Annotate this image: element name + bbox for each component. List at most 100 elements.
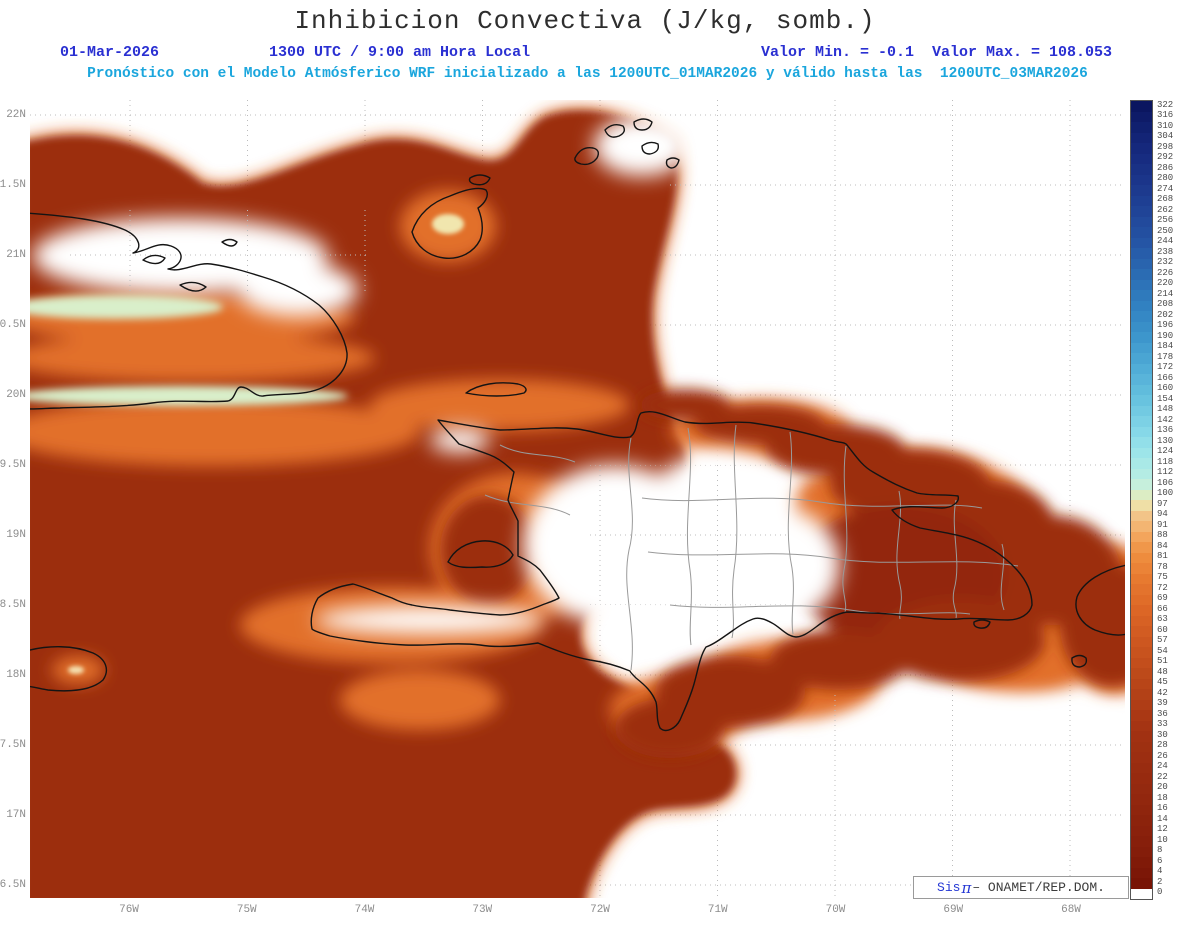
colorbar-cell xyxy=(1131,321,1152,332)
colorbar-cell xyxy=(1131,878,1152,889)
colorbar-tick-label: 124 xyxy=(1157,446,1174,457)
lat-label: 7.5N xyxy=(0,739,26,751)
latitude-axis: 22N 1.5N 21N 0.5N 20N 9.5N 19N 8.5N 18N 7.5N 17N 6.… xyxy=(0,108,26,892)
colorbar-tick-label: 91 xyxy=(1157,519,1168,530)
colorbar-cell xyxy=(1131,752,1152,763)
colorbar-cell xyxy=(1131,290,1152,301)
colorbar-cell xyxy=(1131,447,1152,458)
colorbar-cell xyxy=(1131,741,1152,752)
colorbar-cell xyxy=(1131,531,1152,542)
colorbar-cell xyxy=(1131,101,1152,112)
credit-text: – ONAMET/REP.DOM. xyxy=(972,880,1105,895)
colorbar-cell xyxy=(1131,311,1152,322)
colorbar-cell xyxy=(1131,731,1152,742)
colorbar-cell xyxy=(1131,804,1152,815)
colorbar-tick-label: 142 xyxy=(1157,414,1174,425)
colorbar-cell xyxy=(1131,342,1152,353)
colorbar-cell xyxy=(1131,195,1152,206)
colorbar-cell xyxy=(1131,258,1152,269)
colorbar-cell xyxy=(1131,846,1152,857)
colorbar-tick-label: 118 xyxy=(1157,456,1174,467)
colorbar-cell xyxy=(1131,836,1152,847)
colorbar-tick-label: 72 xyxy=(1157,582,1168,593)
min-max-values: Valor Min. = -0.1 Valor Max. = 108.053 xyxy=(761,44,1112,61)
colorbar-tick-label: 304 xyxy=(1157,131,1174,142)
colorbar-tick-label: 208 xyxy=(1157,299,1174,310)
colorbar-tick-label: 244 xyxy=(1157,236,1174,247)
colorbar-cell xyxy=(1131,720,1152,731)
colorbar-cell xyxy=(1131,699,1152,710)
colorbar-tick-label: 286 xyxy=(1157,162,1174,173)
colorbar-cell xyxy=(1131,605,1152,616)
forecast-description: Pronóstico con el Modelo Atmósferico WRF… xyxy=(87,66,1088,82)
map-canvas xyxy=(0,99,1200,898)
colorbar-cell xyxy=(1131,710,1152,721)
colorbar-cell xyxy=(1131,132,1152,143)
colorbar-cell xyxy=(1131,332,1152,343)
lon-label: 72W xyxy=(590,904,610,916)
colorbar-tick-label: 166 xyxy=(1157,372,1174,383)
colorbar-cell xyxy=(1131,384,1152,395)
colorbar-tick-label: 48 xyxy=(1157,666,1168,677)
colorbar-tick-label: 310 xyxy=(1157,120,1174,131)
colorbar-cell xyxy=(1131,510,1152,521)
colorbar-tick-label: 78 xyxy=(1157,561,1168,572)
local-minima-spots xyxy=(68,214,464,674)
colorbar-cell xyxy=(1131,573,1152,584)
colorbar-tick-label: 51 xyxy=(1157,656,1168,667)
colorbar-tick-label: 2 xyxy=(1157,876,1163,887)
colorbar-tick-label: 256 xyxy=(1157,215,1174,226)
lon-label: 73W xyxy=(472,904,493,916)
lat-label: 19N xyxy=(6,529,26,541)
colorbar-tick-label: 274 xyxy=(1157,183,1174,194)
colorbar-tick-label: 57 xyxy=(1157,635,1168,646)
coastlines xyxy=(25,118,1128,732)
lat-label: 6.5N xyxy=(0,879,26,891)
colorbar-cell xyxy=(1131,164,1152,175)
colorbar-tick-label: 45 xyxy=(1157,677,1168,688)
colorbar-cell xyxy=(1131,237,1152,248)
colorbar-cell xyxy=(1131,111,1152,122)
colorbar-tick-label: 60 xyxy=(1157,624,1168,635)
colorbar-cell xyxy=(1131,888,1152,899)
colorbar-tick-label: 54 xyxy=(1157,645,1168,656)
colorbar-cell xyxy=(1131,437,1152,448)
lon-label: 70W xyxy=(825,904,846,916)
colorbar-cell xyxy=(1131,825,1152,836)
colorbar-cell xyxy=(1131,479,1152,490)
colorbar-cell xyxy=(1131,647,1152,658)
colorbar-tick-label: 100 xyxy=(1157,488,1174,499)
colorbar-tick-label: 24 xyxy=(1157,761,1168,772)
lat-label: 20N xyxy=(6,389,26,401)
colorbar-tick-label: 172 xyxy=(1157,362,1174,373)
colorbar-cell xyxy=(1131,185,1152,196)
colorbar-cell xyxy=(1131,300,1152,311)
colorbar-tick-label: 8 xyxy=(1157,845,1163,856)
colorbar-cell xyxy=(1131,794,1152,805)
colorbar-cell xyxy=(1131,636,1152,647)
colorbar-tick-label: 202 xyxy=(1157,309,1174,320)
colorbar-cell xyxy=(1131,867,1152,878)
colorbar-tick-label: 6 xyxy=(1157,855,1163,866)
colorbar-tick-label: 316 xyxy=(1157,110,1174,121)
map-area xyxy=(0,99,1200,898)
colorbar-tick-label: 292 xyxy=(1157,152,1174,163)
colorbar-tick-label: 33 xyxy=(1157,719,1168,730)
colorbar-tick-label: 0 xyxy=(1157,887,1163,898)
valid-time: 1300 UTC / 9:00 am Hora Local xyxy=(269,44,531,61)
lon-label: 74W xyxy=(354,904,375,916)
admin-boundaries xyxy=(484,424,1019,671)
page-title: Inhibicion Convectiva (J/kg, somb.) xyxy=(294,6,876,36)
colorbar-cell xyxy=(1131,615,1152,626)
sispi-brand: Sis xyxy=(937,880,961,895)
colorbar-tick-label: 184 xyxy=(1157,341,1174,352)
colorbar-cell xyxy=(1131,395,1152,406)
colorbar-tick-label: 26 xyxy=(1157,750,1168,761)
colorbar-cell xyxy=(1131,552,1152,563)
lon-label: 75W xyxy=(236,904,257,916)
colorbar-tick-label: 69 xyxy=(1157,593,1168,604)
lon-label: 68W xyxy=(1061,904,1081,916)
run-date: 01-Mar-2026 xyxy=(60,44,160,61)
colorbar-tick-label: 22 xyxy=(1157,771,1168,782)
